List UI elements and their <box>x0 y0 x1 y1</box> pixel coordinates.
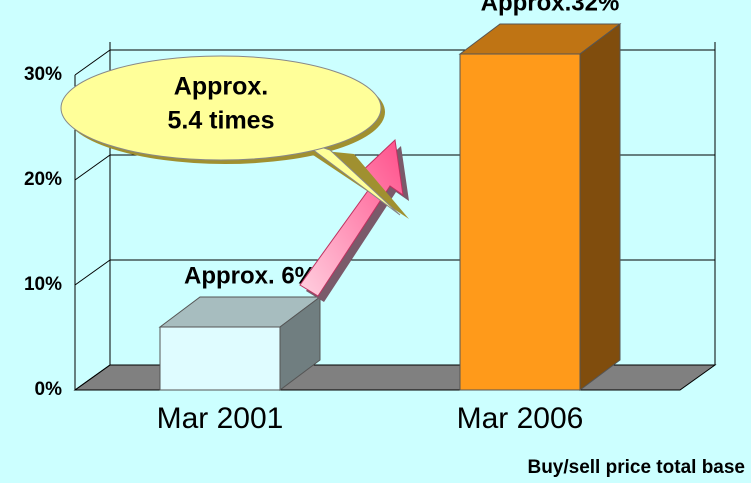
y-tick-label: 20% <box>24 169 62 190</box>
callout: Approx. 5.4 times <box>60 55 409 219</box>
bar-side <box>279 296 321 391</box>
grid-line <box>74 259 111 286</box>
bar-side <box>579 23 621 391</box>
y-tick-label: 30% <box>24 64 62 85</box>
x-tick-label: Mar 2006 <box>457 402 584 435</box>
y-tick-label: 0% <box>35 379 63 400</box>
value-label: Approx. 6% <box>184 262 316 289</box>
y-tick-label: 10% <box>24 274 62 295</box>
callout-text: Approx. <box>174 73 268 101</box>
x-tick-label: Mar 2001 <box>157 402 284 435</box>
bar <box>159 326 281 391</box>
value-label: Approx.32% <box>481 0 620 16</box>
bar <box>459 53 581 391</box>
footnote: Buy/sell price total base <box>527 457 745 478</box>
grid-line <box>74 364 111 391</box>
callout-text: 5.4 times <box>167 107 274 135</box>
grid-line <box>74 49 111 76</box>
grid-line <box>74 154 111 181</box>
